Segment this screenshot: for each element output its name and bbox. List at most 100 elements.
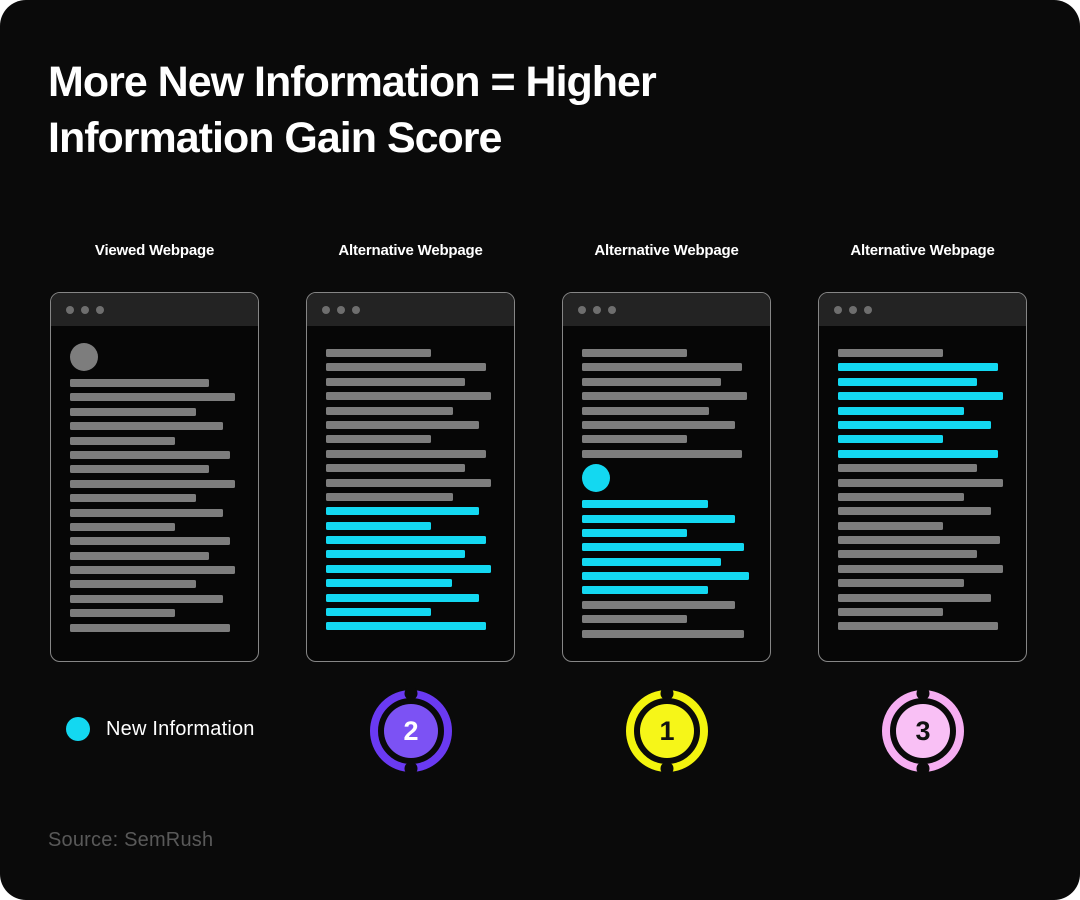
- window-dot-icon: [578, 305, 586, 314]
- source-credit: Source: SemRush: [48, 829, 214, 851]
- score-badge-1: 1: [626, 690, 708, 772]
- text-bar: [70, 522, 175, 531]
- text-bar: [838, 622, 998, 631]
- new-info-text-bar: [326, 579, 452, 588]
- new-info-text-bar: [838, 377, 978, 386]
- text-bar: [326, 377, 466, 386]
- text-bar: [838, 507, 992, 516]
- text-bar: [70, 494, 196, 503]
- window-dot-icon: [864, 305, 872, 314]
- new-info-text-bar: [326, 608, 431, 617]
- text-bar: [70, 609, 175, 618]
- text-bar: [326, 492, 454, 501]
- new-info-text-bar: [838, 392, 1004, 401]
- text-bar: [582, 349, 687, 357]
- browser-titlebar: [563, 293, 770, 326]
- text-bar: [582, 363, 742, 372]
- title-line-1: More New Information = Higher: [48, 58, 657, 106]
- text-bar: [326, 420, 480, 429]
- text-bar: [326, 363, 486, 372]
- webpage-content: [307, 326, 514, 631]
- webpage-content: [819, 326, 1026, 631]
- score-badge-2: 2: [370, 690, 452, 772]
- new-info-text-bar: [326, 564, 492, 573]
- text-bar: [70, 508, 224, 517]
- text-bar: [326, 478, 492, 487]
- score-number: 2: [384, 704, 438, 758]
- text-bar: [326, 449, 486, 458]
- browser-titlebar: [307, 293, 514, 326]
- text-bar: [70, 566, 236, 575]
- text-bar: [70, 623, 230, 632]
- column-label: Alternative Webpage: [850, 242, 995, 259]
- new-info-text-bar: [838, 420, 992, 429]
- text-bar: [582, 615, 687, 624]
- text-bar: [70, 580, 196, 589]
- new-info-text-bar: [326, 536, 486, 545]
- score-number: 3: [896, 704, 950, 758]
- text-bar: [326, 435, 431, 444]
- legend-label: New Information: [106, 717, 255, 740]
- window-dot-icon: [96, 305, 104, 314]
- browser-window-mockup: [818, 292, 1027, 662]
- browser-titlebar: [51, 293, 258, 326]
- new-info-text-bar: [582, 557, 722, 566]
- text-bar: [838, 550, 978, 559]
- column-label: Alternative Webpage: [594, 242, 739, 259]
- text-bar: [70, 379, 210, 387]
- text-bar: [582, 600, 736, 609]
- text-bar: [70, 422, 224, 431]
- score-badge-3: 3: [882, 690, 964, 772]
- window-dot-icon: [81, 305, 89, 314]
- new-info-text-bar: [326, 507, 480, 516]
- column-label: Alternative Webpage: [338, 242, 483, 259]
- text-bar: [838, 478, 1004, 487]
- browser-window-mockup: [306, 292, 515, 662]
- window-dot-icon: [593, 305, 601, 314]
- webpage-content: [51, 326, 258, 632]
- new-info-text-bar: [582, 572, 749, 581]
- browser-window-mockup: [562, 292, 771, 662]
- column-alternative-webpage-1: Alternative Webpage: [306, 242, 515, 662]
- new-info-text-bar: [326, 622, 486, 631]
- text-bar: [582, 377, 722, 386]
- text-bar: [582, 420, 736, 429]
- page-title: More New Information = Higher Informatio…: [48, 54, 657, 166]
- text-bar: [326, 392, 492, 401]
- text-bar: [70, 479, 236, 488]
- avatar-circle: [70, 343, 98, 371]
- new-info-text-bar: [326, 521, 431, 530]
- new-info-text-bar: [838, 363, 998, 372]
- title-line-2: Information Gain Score: [48, 114, 502, 162]
- window-dot-icon: [337, 305, 345, 314]
- new-info-text-bar: [582, 500, 708, 509]
- column-alternative-webpage-2: Alternative Webpage: [562, 242, 771, 662]
- text-bar: [70, 436, 175, 445]
- new-info-text-bar: [582, 514, 736, 523]
- window-dot-icon: [608, 305, 616, 314]
- window-dot-icon: [849, 305, 857, 314]
- legend: New Information: [66, 717, 255, 741]
- text-bar: [326, 349, 431, 357]
- window-dot-icon: [352, 305, 360, 314]
- new-info-text-bar: [838, 435, 943, 444]
- window-dot-icon: [66, 305, 74, 314]
- new-info-text-bar: [838, 406, 964, 415]
- text-bar: [838, 492, 964, 501]
- text-bar: [70, 407, 196, 416]
- text-bar: [838, 536, 1000, 545]
- new-info-text-bar: [582, 586, 708, 595]
- new-information-dot-icon: [66, 717, 90, 741]
- text-bar: [582, 406, 710, 415]
- browser-titlebar: [819, 293, 1026, 326]
- webpage-content: [563, 326, 770, 638]
- text-bar: [326, 464, 466, 473]
- score-number: 1: [640, 704, 694, 758]
- new-info-text-bar: [326, 593, 480, 602]
- text-bar: [838, 521, 943, 530]
- new-info-text-bar: [582, 543, 744, 552]
- text-bar: [838, 349, 943, 357]
- window-dot-icon: [834, 305, 842, 314]
- column-viewed-webpage: Viewed Webpage: [50, 242, 259, 662]
